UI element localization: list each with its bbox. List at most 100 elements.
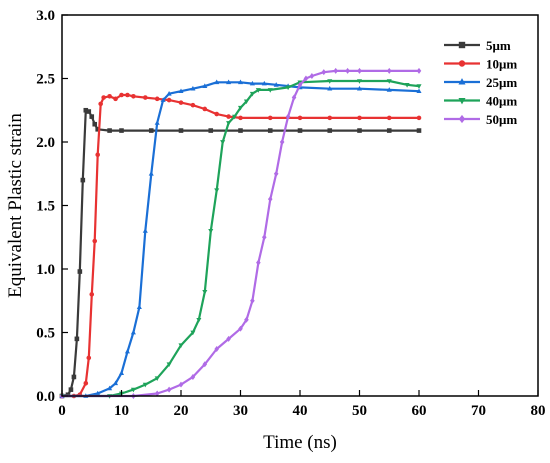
data-point xyxy=(118,370,125,375)
data-point xyxy=(190,85,196,91)
data-point xyxy=(202,83,208,88)
data-point xyxy=(297,81,303,88)
data-point xyxy=(113,380,119,386)
data-point xyxy=(386,79,392,84)
data-point xyxy=(89,292,95,297)
data-point xyxy=(285,85,291,91)
data-point xyxy=(243,99,249,105)
data-point xyxy=(95,390,101,396)
x-tick-label: 10 xyxy=(114,403,129,419)
x-tick-label: 60 xyxy=(412,403,427,419)
data-point xyxy=(386,87,392,92)
data-point xyxy=(214,188,220,194)
legend-marker xyxy=(458,78,466,85)
data-point xyxy=(208,128,214,133)
data-point xyxy=(297,115,303,121)
data-point xyxy=(113,96,118,102)
data-point xyxy=(220,140,226,145)
data-point xyxy=(178,128,184,133)
data-point xyxy=(249,91,255,97)
data-point xyxy=(327,115,333,121)
data-point xyxy=(256,259,261,266)
data-point xyxy=(154,390,160,397)
legend-label: 5μm xyxy=(486,38,511,53)
data-point xyxy=(226,114,231,119)
plot-marks xyxy=(59,67,422,399)
x-axis-title: Time (ns) xyxy=(263,432,337,453)
legend-marker xyxy=(458,97,466,105)
data-point xyxy=(142,228,148,233)
data-point xyxy=(267,128,273,133)
legend-label: 40μm xyxy=(486,94,517,109)
data-point xyxy=(166,97,172,103)
data-point xyxy=(92,121,98,127)
data-point xyxy=(267,196,273,203)
data-point xyxy=(130,329,136,335)
series-2 xyxy=(59,79,422,398)
data-point xyxy=(95,127,100,132)
data-point xyxy=(77,269,83,274)
data-point xyxy=(237,79,244,85)
data-point xyxy=(273,82,279,87)
data-point xyxy=(357,128,362,133)
data-point xyxy=(160,97,166,102)
data-point xyxy=(238,325,243,332)
data-point xyxy=(119,128,124,133)
data-point xyxy=(262,234,267,241)
data-point xyxy=(95,152,100,157)
data-point xyxy=(297,128,303,133)
data-point xyxy=(416,84,422,89)
data-point xyxy=(166,90,172,96)
data-point xyxy=(101,95,106,100)
data-point xyxy=(214,111,219,117)
data-point xyxy=(154,96,160,102)
data-point xyxy=(130,387,136,393)
data-point xyxy=(249,80,255,86)
legend-label: 10μm xyxy=(486,57,517,72)
data-point xyxy=(226,335,231,342)
data-point xyxy=(238,115,243,121)
data-point xyxy=(148,170,154,176)
data-point xyxy=(416,88,422,94)
series-0 xyxy=(59,107,422,399)
data-point xyxy=(416,128,422,133)
data-point xyxy=(124,348,130,354)
data-point xyxy=(238,128,243,133)
data-point xyxy=(166,362,172,368)
y-tick-label: 0.5 xyxy=(36,326,55,342)
data-point xyxy=(255,88,261,93)
legend-marker xyxy=(458,41,466,49)
data-point xyxy=(142,382,148,388)
data-point xyxy=(71,374,77,380)
x-tick-label: 30 xyxy=(233,403,248,419)
x-tick-label: 0 xyxy=(58,403,66,419)
data-point xyxy=(178,100,184,105)
data-point xyxy=(291,94,297,101)
y-axis-title: Equivalent Plastic strain xyxy=(5,113,26,298)
legend-label: 50μm xyxy=(486,112,517,127)
series-1 xyxy=(59,92,422,399)
data-point xyxy=(190,102,196,108)
data-point xyxy=(107,93,112,99)
y-tick-label: 2.5 xyxy=(36,72,55,88)
legend: 5μm 10μm 25μm 40μm 50μm xyxy=(444,38,517,127)
series-line xyxy=(62,79,420,398)
data-point xyxy=(267,88,273,93)
data-point xyxy=(357,67,362,74)
legend-marker xyxy=(458,60,466,67)
data-point xyxy=(356,85,363,91)
data-point xyxy=(86,355,92,361)
data-point xyxy=(136,304,142,309)
data-point xyxy=(154,120,160,125)
data-point xyxy=(89,114,95,119)
data-point xyxy=(83,381,89,386)
data-point xyxy=(226,121,232,126)
data-point xyxy=(321,69,327,76)
data-point xyxy=(80,177,86,183)
x-tick-label: 20 xyxy=(174,403,189,419)
series-4 xyxy=(59,67,422,399)
data-point xyxy=(190,373,196,380)
data-point xyxy=(244,316,249,323)
data-point xyxy=(178,343,184,348)
data-point xyxy=(386,128,392,133)
